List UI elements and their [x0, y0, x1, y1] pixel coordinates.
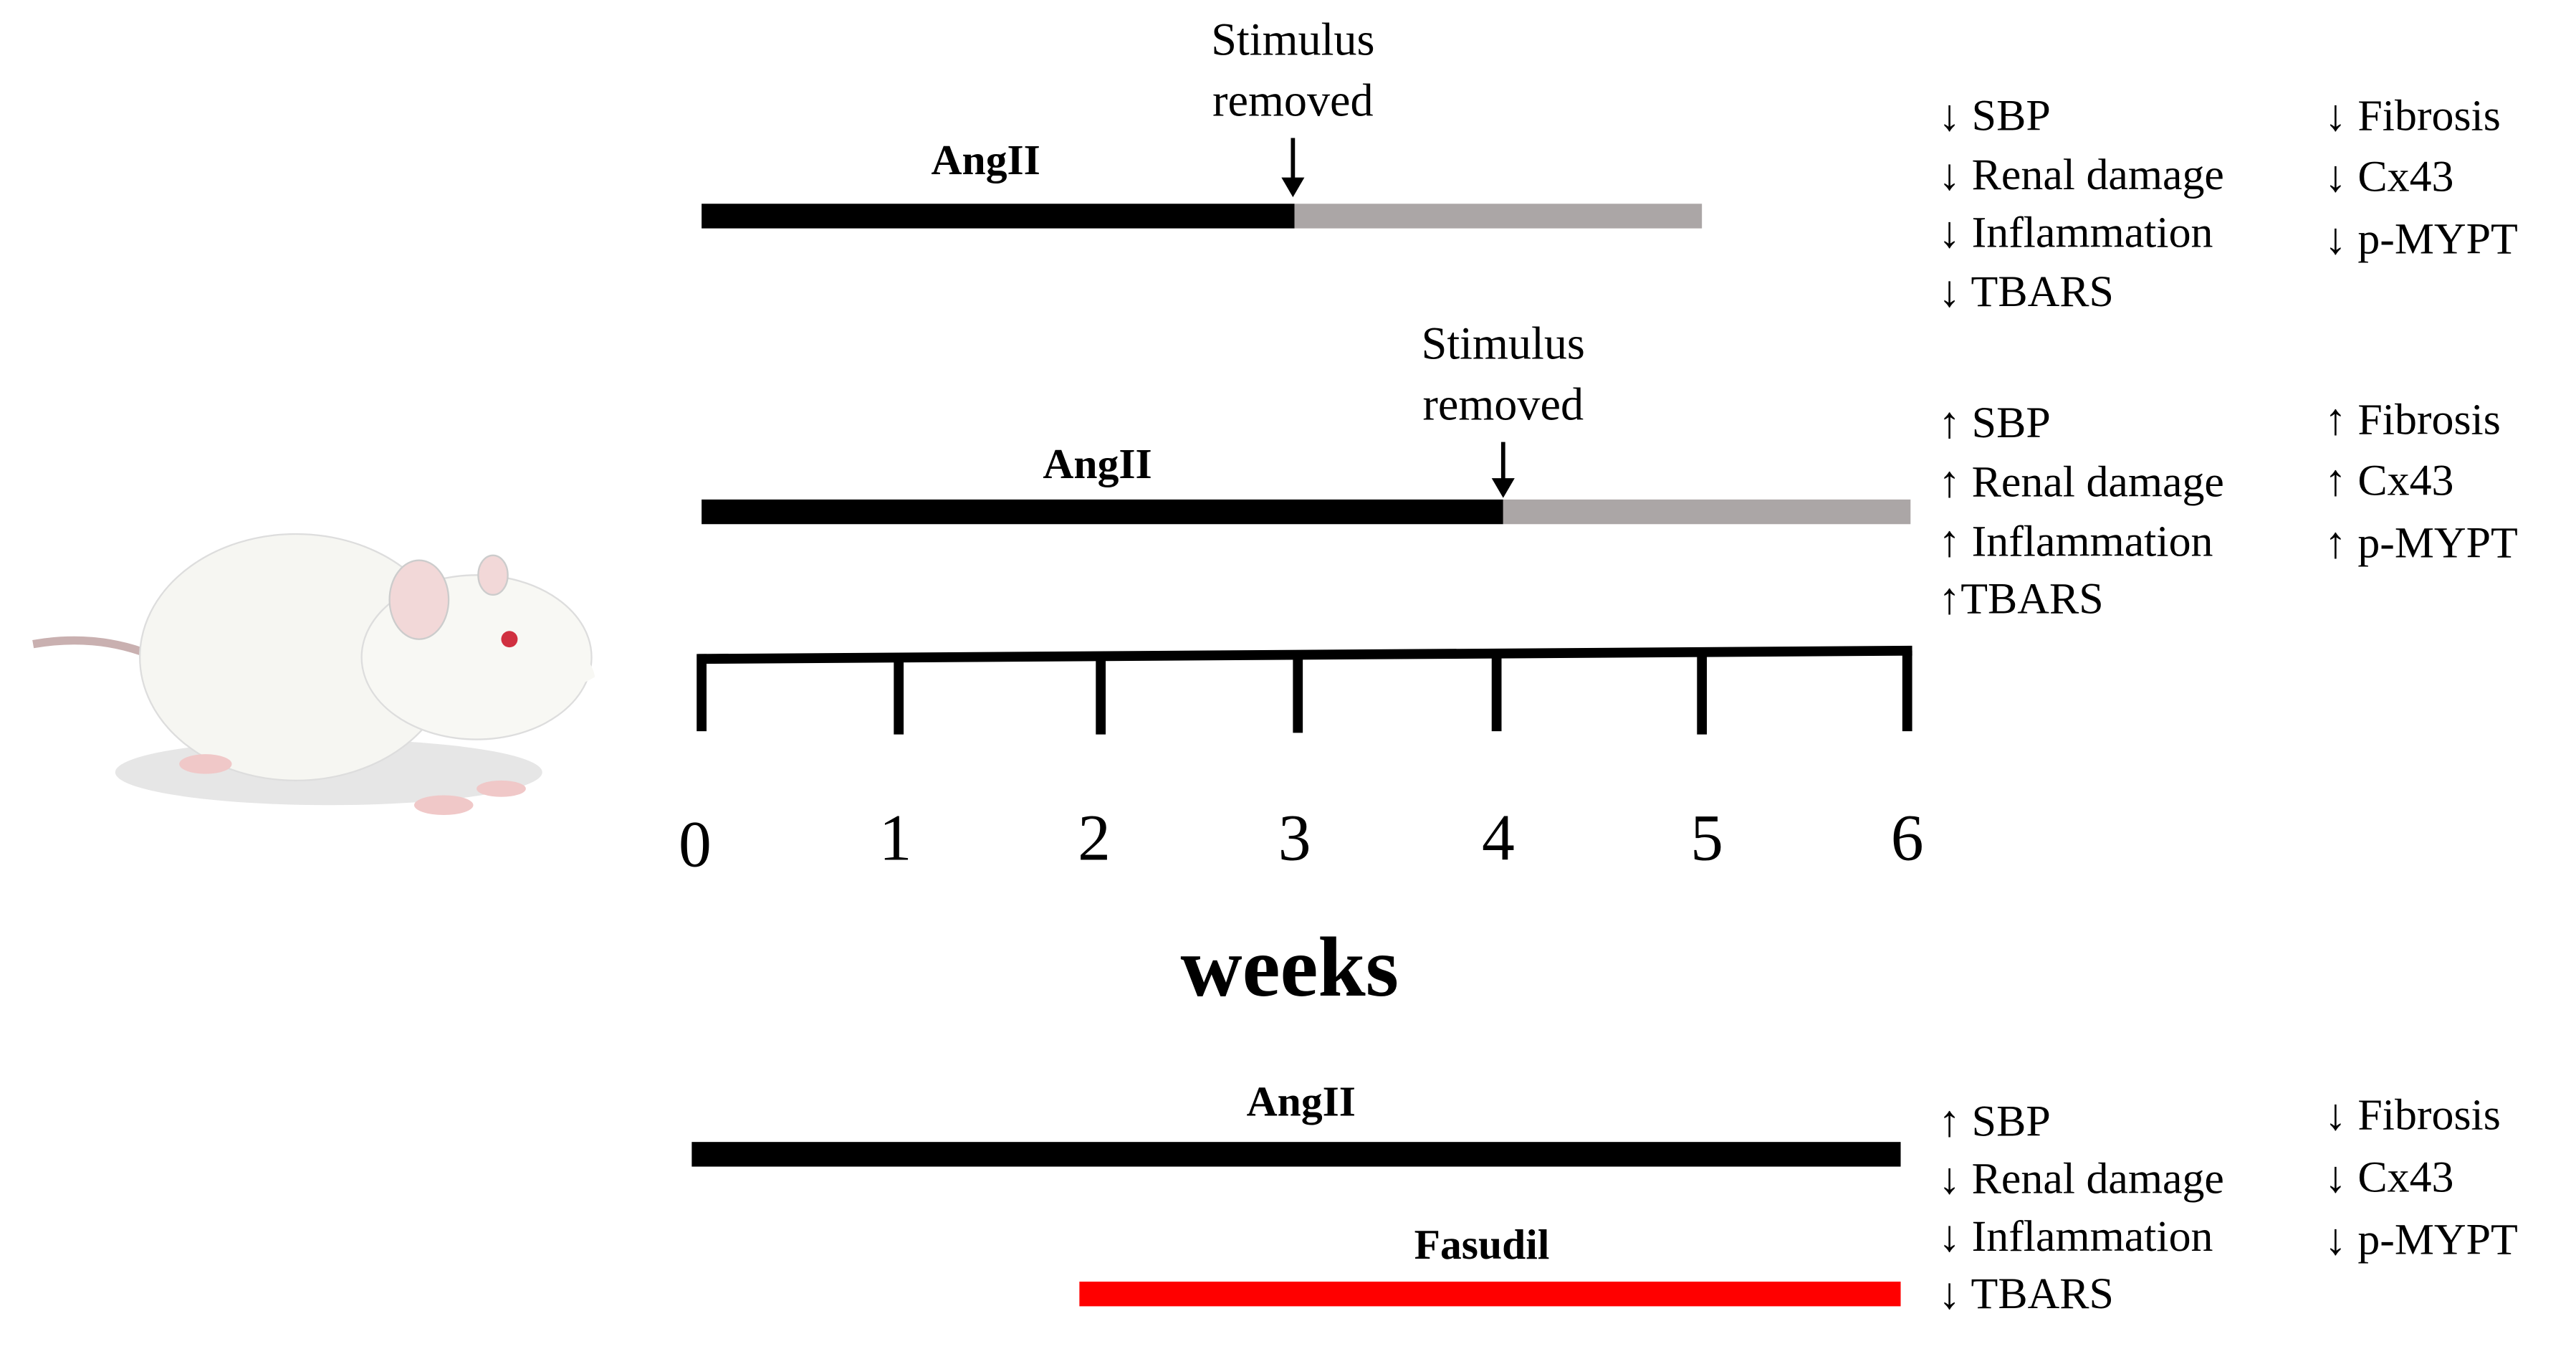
annotation: removed	[1423, 379, 1584, 430]
effect: ↓ p-MYPT	[2324, 1215, 2518, 1264]
effect: ↓ Renal damage	[1938, 1155, 2224, 1203]
washout-bar	[1503, 499, 1911, 525]
tick-label: 5	[1690, 801, 1723, 874]
effect: ↓ SBP	[1938, 92, 2051, 140]
annotation: Stimulus	[1211, 14, 1374, 65]
treatment-bar	[702, 499, 1503, 525]
axis-label: weeks	[1181, 920, 1399, 1014]
washout-bar	[1294, 204, 1703, 229]
timeline	[696, 645, 1912, 735]
effect: ↑ Renal damage	[1938, 458, 2224, 507]
treatment-bar	[691, 1142, 1901, 1167]
effect: ↓ Cx43	[2324, 1153, 2454, 1201]
tick-label: 4	[1482, 801, 1515, 874]
effect: ↓ TBARS	[1938, 1269, 2114, 1318]
effect: ↑ Fibrosis	[2324, 396, 2501, 444]
bar-label: AngII	[1043, 440, 1151, 487]
rat-illustration	[32, 533, 595, 815]
annotation: removed	[1212, 75, 1374, 125]
bar-label: Fasudil	[1414, 1221, 1550, 1268]
bar-label: AngII	[1247, 1077, 1356, 1125]
annotation: Stimulus	[1422, 318, 1585, 369]
tick-label: 1	[879, 801, 912, 874]
effect: ↑TBARS	[1938, 574, 2103, 623]
treatment-bar	[702, 204, 1295, 229]
effect: ↑ Inflammation	[1938, 517, 2213, 566]
effect: ↓ TBARS	[1938, 267, 2114, 316]
effect: ↓ Inflammation	[1938, 1212, 2213, 1261]
effect: ↓ p-MYPT	[2324, 214, 2518, 263]
effect: ↓ Fibrosis	[2324, 1090, 2501, 1139]
tick-label: 3	[1278, 801, 1311, 874]
effect: ↑ SBP	[1938, 399, 2051, 447]
arrow-head	[1491, 478, 1515, 498]
tick-label: 6	[1891, 801, 1924, 874]
effect: ↓ Renal damage	[1938, 151, 2224, 199]
effect: ↓ Cx43	[2324, 152, 2454, 201]
effect: ↑ SBP	[1938, 1097, 2051, 1145]
treatment-bar	[1079, 1282, 1901, 1307]
bar-label: AngII	[932, 136, 1040, 183]
effect: ↑ Cx43	[2324, 456, 2454, 505]
tick-label: 0	[679, 807, 712, 880]
effect: ↓ Inflammation	[1938, 208, 2213, 257]
effect: ↑ p-MYPT	[2324, 519, 2518, 568]
tick-label: 2	[1078, 801, 1111, 874]
arrow-head	[1281, 177, 1305, 198]
effect: ↓ Fibrosis	[2324, 92, 2501, 140]
